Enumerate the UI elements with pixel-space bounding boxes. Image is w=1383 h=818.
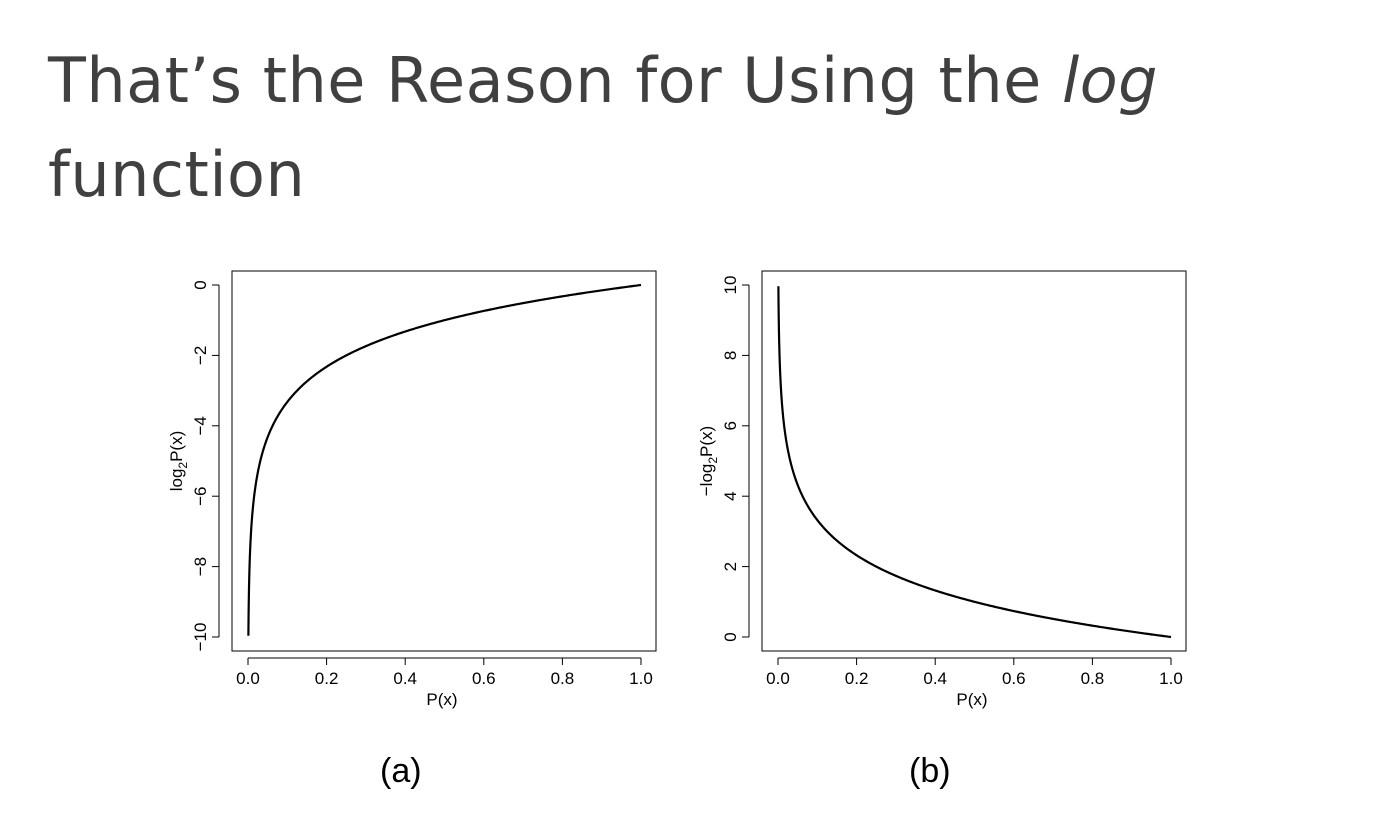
x-tick-label: 0.0: [236, 669, 260, 688]
title-line2-text: function: [48, 138, 306, 211]
x-tick-label: 1.0: [1159, 669, 1183, 688]
x-tick-label: 0.6: [472, 669, 496, 688]
y-tick-label: 2: [721, 562, 740, 571]
y-tick-label: 8: [721, 351, 740, 360]
y-tick-label: 6: [721, 421, 740, 430]
series-line: [777, 286, 1172, 639]
caption-b: (b): [909, 752, 951, 790]
y-axis-label-post: P(x): [697, 426, 716, 457]
y-tick-label: 10: [721, 276, 740, 295]
title-italic-text: log: [1062, 44, 1159, 117]
x-tick-label: 0.4: [923, 669, 947, 688]
y-tick-label: −6: [191, 487, 210, 506]
x-axis: 0.0 0.2 0.4 0.6 0.8 1.0 P(x): [236, 657, 653, 709]
x-tick-label: 0.4: [393, 669, 417, 688]
y-axis-label-post: P(x): [167, 431, 186, 462]
y-tick-label: 0: [721, 632, 740, 641]
series-line: [247, 283, 642, 636]
y-axis-label-sub: 2: [706, 457, 720, 464]
x-tick-label: 0.8: [551, 669, 575, 688]
y-axis-label: −log2P(x): [697, 426, 720, 496]
x-tick-label: 0.8: [1081, 669, 1105, 688]
y-tick-label: −10: [191, 623, 210, 652]
title-main-text: That’s the Reason for Using the: [48, 44, 1062, 117]
plot-frame: [231, 270, 657, 652]
y-tick-label: 4: [721, 491, 740, 500]
x-tick-label: 0.6: [1002, 669, 1026, 688]
y-tick-label: 0: [191, 280, 210, 289]
y-axis-label: log2P(x): [167, 431, 190, 492]
x-tick-label: 1.0: [629, 669, 653, 688]
x-tick-label: 0.2: [845, 669, 869, 688]
y-tick-label: −2: [191, 346, 210, 365]
x-tick-label: 0.2: [315, 669, 339, 688]
x-tick-label: 0.0: [766, 669, 790, 688]
y-axis-label-base: log: [167, 469, 186, 492]
y-axis-label-base: −log: [697, 464, 716, 497]
y-tick-label: −8: [191, 557, 210, 576]
x-axis-label: P(x): [426, 690, 457, 709]
caption-a: (a): [380, 752, 422, 790]
plot-frame: [761, 270, 1187, 652]
y-tick-label: −4: [191, 416, 210, 435]
slide-title: That’s the Reason for Using the log funct…: [48, 34, 1348, 222]
y-axis-label-sub: 2: [176, 462, 190, 469]
x-axis-label: P(x): [956, 690, 987, 709]
x-axis: 0.0 0.2 0.4 0.6 0.8 1.0 P(x): [766, 657, 1183, 709]
y-axis: 0 −2 −4 −6 −8 −10 log2P(x): [167, 280, 220, 652]
chart-a: 0.0 0.2 0.4 0.6 0.8 1.0P(x)0−2−4−6−8−10log2P(…: [167, 270, 657, 709]
